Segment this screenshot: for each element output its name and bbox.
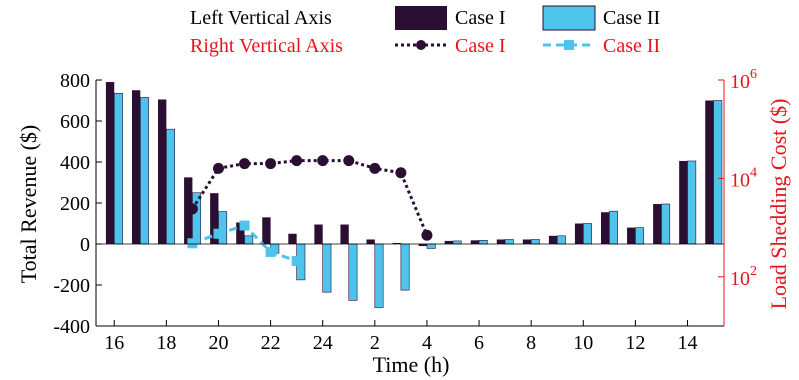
bar-case2-20 <box>218 211 228 245</box>
bar-case2-11 <box>609 210 618 245</box>
y2-tick-label-1000000: 106 <box>730 67 757 93</box>
bar-case2-13 <box>661 203 671 245</box>
x-tick-label-4: 4 <box>422 332 432 354</box>
x-tick-label-8: 8 <box>526 332 536 354</box>
line-case1 <box>191 159 429 236</box>
bar-case2-17 <box>139 97 149 245</box>
bar-case1-6 <box>470 240 480 244</box>
bar-case2-24 <box>322 243 332 293</box>
bar-case1-1 <box>340 224 349 244</box>
legend-case2-line-label: Case II <box>603 35 660 57</box>
bar-case2-2 <box>374 243 384 308</box>
bar-case1-13 <box>653 204 662 244</box>
bar-case2-3 <box>400 243 410 291</box>
bar-case2-1 <box>348 243 358 301</box>
bar-case1-9 <box>548 235 558 244</box>
bar-case1-7 <box>496 239 506 244</box>
bar-case1-3 <box>392 242 401 244</box>
marker-case2-22 <box>265 246 276 257</box>
legend-case1-line-marker <box>416 40 426 50</box>
marker-case2-19 <box>187 238 198 249</box>
bar-case1-4 <box>418 244 427 247</box>
y-tick-label-200: 200 <box>60 193 90 215</box>
legend-case1-bar-swatch <box>395 6 447 30</box>
x-tick-label-2: 2 <box>370 332 380 354</box>
legend-case1-bar-label: Case I <box>455 7 506 29</box>
bar-case1-22 <box>262 217 271 244</box>
bar-case1-21 <box>236 222 245 244</box>
marker-case1-1 <box>343 155 355 167</box>
y-tick-label--400: -400 <box>53 316 90 338</box>
legend-case1-line-label: Case I <box>455 35 506 57</box>
bar-case1-12 <box>627 227 636 244</box>
y2-tick-label-100: 102 <box>730 264 757 290</box>
legend-case2-bar-label: Case II <box>603 7 660 29</box>
legend-right-axis-label: Right Vertical Axis <box>190 35 343 57</box>
bar-case2-9 <box>556 235 566 245</box>
bar-case2-6 <box>478 240 488 245</box>
marker-case1-3 <box>395 167 407 179</box>
y-tick-label-600: 600 <box>60 111 90 133</box>
bar-case1-18 <box>158 99 167 244</box>
bar-case2-16 <box>113 93 123 245</box>
y-axis-right-title: Load Shedding Cost ($) <box>766 99 791 310</box>
x-tick-label-16: 16 <box>104 332 124 354</box>
bar-case2-18 <box>166 128 175 245</box>
y-tick-label--200: -200 <box>53 275 90 297</box>
marker-case2-21 <box>239 220 250 231</box>
x-axis-title: Time (h) <box>373 352 450 377</box>
bar-case1-17 <box>131 90 141 244</box>
bar-case1-24 <box>314 224 323 244</box>
x-tick-label-20: 20 <box>208 332 228 354</box>
bar-case2-4 <box>426 243 436 249</box>
bar-case1-10 <box>574 223 584 244</box>
bar-case2-14 <box>687 160 697 245</box>
bar-case1-11 <box>601 212 610 244</box>
bar-case1-5 <box>444 240 453 244</box>
bar-case1-16 <box>105 82 115 244</box>
bar-case2-5 <box>452 240 462 245</box>
marker-case1-4 <box>421 229 433 241</box>
marker-case2-20 <box>213 228 224 239</box>
y-tick-label-800: 800 <box>60 70 90 92</box>
bar-case1-2 <box>366 239 375 244</box>
bar-case2-10 <box>582 223 592 245</box>
legend-left-axis-label: Left Vertical Axis <box>190 7 332 29</box>
x-tick-label-12: 12 <box>625 332 645 354</box>
bar-case2-7 <box>504 239 514 245</box>
y-tick-label-0: 0 <box>80 234 90 256</box>
bar-case2-15 <box>713 100 723 245</box>
marker-case1-23 <box>291 155 303 167</box>
bar-case2-19 <box>192 192 202 245</box>
y-axis-left-title: Total Revenue ($) <box>16 125 41 284</box>
y2-tick-label-10000: 104 <box>730 165 757 191</box>
marker-case1-22 <box>265 158 277 170</box>
x-tick-label-18: 18 <box>156 332 176 354</box>
bar-case1-23 <box>288 233 297 244</box>
marker-case1-21 <box>239 158 251 170</box>
legend: Left Vertical Axis Case I Case II Right … <box>190 5 660 57</box>
x-tick-label-6: 6 <box>474 332 484 354</box>
bar-case1-20 <box>210 193 219 244</box>
bar-case2-12 <box>635 227 645 245</box>
marker-case1-24 <box>317 155 329 167</box>
marker-case1-19 <box>186 203 198 215</box>
bar-case1-14 <box>679 160 688 244</box>
bar-case1-8 <box>522 239 532 244</box>
legend-case2-line-marker <box>564 40 574 50</box>
x-tick-label-10: 10 <box>573 332 593 354</box>
x-tick-label-24: 24 <box>313 332 333 354</box>
bar-case2-8 <box>530 239 540 245</box>
bar-case1-15 <box>705 100 714 244</box>
marker-case1-20 <box>212 162 224 174</box>
bar-case2-21 <box>244 235 254 245</box>
marker-case2-23 <box>291 255 302 266</box>
y-tick-label-400: 400 <box>60 152 90 174</box>
legend-case2-bar-swatch <box>542 5 596 31</box>
x-tick-label-22: 22 <box>261 332 281 354</box>
marker-case1-2 <box>369 162 381 174</box>
x-tick-label-14: 14 <box>678 332 698 354</box>
